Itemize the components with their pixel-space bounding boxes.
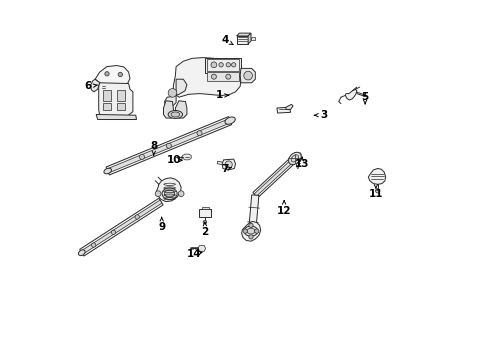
Circle shape	[219, 63, 223, 67]
Polygon shape	[95, 66, 130, 87]
Polygon shape	[217, 161, 222, 165]
Text: 14: 14	[186, 249, 201, 259]
Circle shape	[155, 191, 161, 197]
Polygon shape	[80, 198, 163, 256]
Text: 8: 8	[150, 141, 157, 151]
Polygon shape	[206, 72, 238, 81]
Text: 6: 6	[84, 81, 91, 91]
Polygon shape	[164, 79, 186, 108]
Circle shape	[139, 154, 144, 159]
Circle shape	[244, 71, 252, 80]
Circle shape	[254, 229, 258, 233]
Text: 9: 9	[158, 222, 165, 232]
Polygon shape	[285, 104, 292, 109]
Text: 3: 3	[320, 110, 326, 120]
Text: 5: 5	[361, 92, 368, 102]
Text: 10: 10	[167, 155, 181, 165]
Ellipse shape	[78, 250, 85, 256]
Circle shape	[243, 229, 247, 233]
Circle shape	[231, 63, 235, 67]
Ellipse shape	[224, 117, 235, 124]
Circle shape	[168, 89, 177, 97]
Text: 1: 1	[215, 90, 223, 100]
Polygon shape	[106, 117, 231, 175]
Polygon shape	[236, 36, 247, 44]
Text: 11: 11	[368, 189, 383, 199]
Polygon shape	[199, 209, 211, 217]
Polygon shape	[345, 89, 356, 100]
Polygon shape	[202, 207, 209, 209]
Polygon shape	[247, 195, 258, 237]
Circle shape	[178, 191, 183, 197]
Ellipse shape	[162, 188, 177, 199]
Ellipse shape	[246, 228, 254, 234]
Polygon shape	[156, 178, 181, 202]
Polygon shape	[99, 83, 133, 118]
Polygon shape	[254, 157, 295, 196]
Polygon shape	[240, 68, 255, 83]
Polygon shape	[117, 103, 125, 110]
Circle shape	[248, 235, 253, 239]
Polygon shape	[367, 168, 385, 184]
Text: 4: 4	[221, 35, 228, 45]
Circle shape	[211, 62, 216, 68]
Circle shape	[135, 215, 139, 219]
Circle shape	[375, 189, 379, 193]
Circle shape	[211, 74, 216, 79]
Polygon shape	[90, 79, 100, 92]
Polygon shape	[117, 90, 125, 101]
Text: 2: 2	[201, 227, 208, 237]
Polygon shape	[204, 58, 241, 73]
Circle shape	[197, 131, 202, 136]
Circle shape	[91, 243, 96, 247]
Circle shape	[225, 74, 230, 79]
Circle shape	[203, 220, 206, 224]
Text: 12: 12	[276, 206, 291, 216]
Circle shape	[224, 161, 232, 168]
Ellipse shape	[168, 111, 182, 118]
Polygon shape	[107, 118, 230, 173]
Polygon shape	[103, 103, 110, 110]
Polygon shape	[163, 101, 174, 118]
Polygon shape	[222, 159, 235, 170]
Polygon shape	[241, 221, 260, 241]
Polygon shape	[276, 107, 290, 113]
Ellipse shape	[164, 190, 174, 197]
Polygon shape	[175, 101, 186, 118]
Circle shape	[166, 143, 171, 148]
Polygon shape	[252, 156, 297, 198]
Ellipse shape	[244, 226, 257, 236]
Polygon shape	[96, 114, 136, 120]
Polygon shape	[81, 200, 162, 254]
Circle shape	[118, 72, 122, 77]
Text: 13: 13	[294, 159, 309, 169]
Ellipse shape	[290, 155, 298, 162]
Ellipse shape	[104, 168, 111, 174]
Circle shape	[248, 223, 253, 228]
Polygon shape	[294, 153, 301, 156]
Ellipse shape	[171, 112, 179, 117]
Polygon shape	[182, 154, 191, 160]
Polygon shape	[236, 33, 250, 36]
Polygon shape	[173, 58, 241, 97]
Circle shape	[104, 72, 109, 76]
Text: 7: 7	[221, 164, 228, 174]
Circle shape	[225, 63, 230, 67]
Polygon shape	[247, 33, 250, 44]
Polygon shape	[296, 166, 299, 168]
Ellipse shape	[288, 152, 301, 165]
Polygon shape	[250, 37, 255, 40]
Polygon shape	[198, 246, 205, 251]
Circle shape	[111, 230, 115, 234]
Polygon shape	[103, 90, 110, 101]
